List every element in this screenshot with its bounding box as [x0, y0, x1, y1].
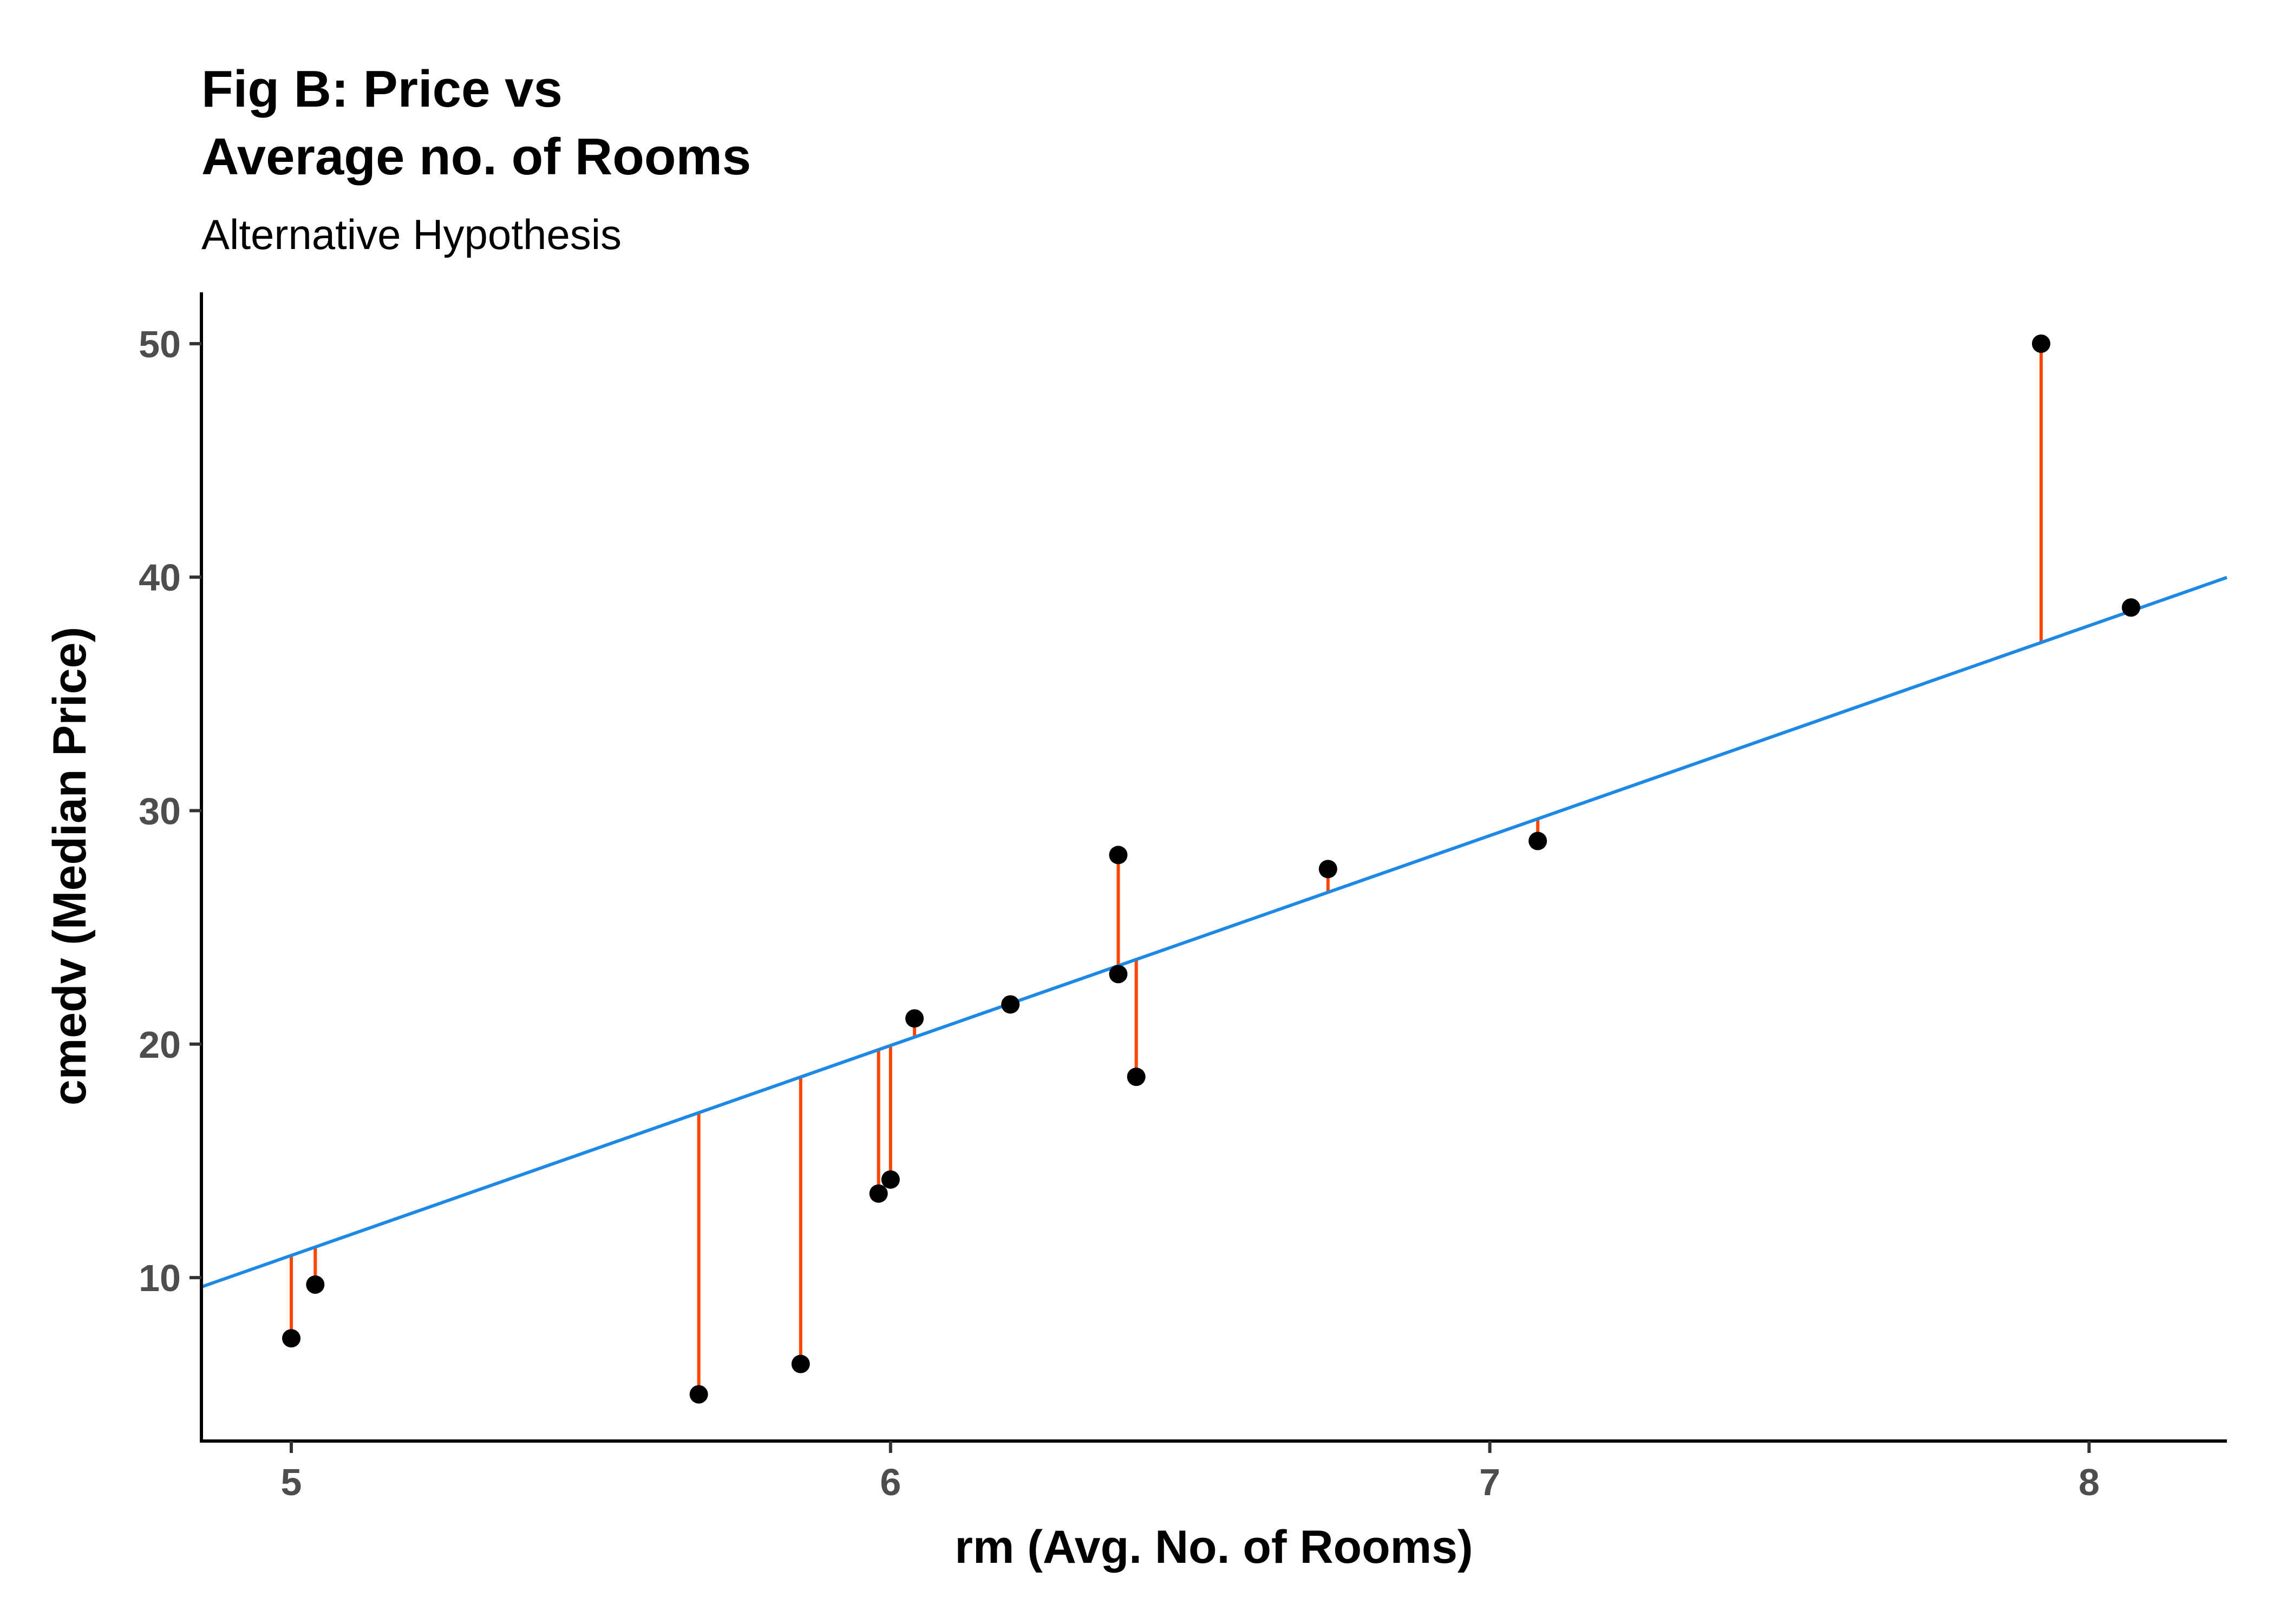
y-tick-label: 30	[139, 790, 181, 832]
x-tick-label: 7	[1479, 1461, 1500, 1503]
data-point	[1109, 846, 1128, 865]
regression-line	[201, 575, 2227, 1289]
chart-title-line-1: Fig B: Price vs	[201, 60, 563, 118]
x-axis-ticks: 5 6 7 8	[281, 1441, 2100, 1503]
y-tick-label: 50	[139, 323, 181, 365]
y-axis-ticks: 10 20 30 40 50	[139, 323, 201, 1299]
data-point	[306, 1275, 325, 1294]
y-tick-label: 10	[139, 1257, 181, 1299]
x-tick-label: 6	[880, 1461, 901, 1503]
data-point	[1127, 1068, 1146, 1086]
chart-subtitle: Alternative Hypothesis	[201, 211, 622, 258]
x-axis-title: rm (Avg. No. of Rooms)	[955, 1521, 1473, 1573]
data-point	[1318, 860, 1337, 879]
y-axis-title: cmedv (Median Price)	[44, 627, 96, 1105]
data-point	[689, 1385, 708, 1404]
data-point	[905, 1009, 924, 1028]
data-point	[282, 1329, 301, 1348]
chart-title-line-2: Average no. of Rooms	[201, 128, 751, 186]
data-point	[881, 1170, 900, 1189]
x-tick-label: 5	[281, 1461, 302, 1503]
y-tick-label: 40	[139, 556, 181, 599]
data-point	[2121, 598, 2140, 617]
data-point	[869, 1184, 888, 1203]
data-point	[1001, 995, 1020, 1014]
plot-area	[201, 334, 2227, 1404]
data-point	[791, 1354, 810, 1373]
data-point	[1528, 831, 1547, 850]
x-tick-label: 8	[2079, 1461, 2100, 1503]
y-tick-label: 20	[139, 1024, 181, 1066]
data-point	[1109, 965, 1128, 984]
data-point	[2031, 334, 2050, 353]
